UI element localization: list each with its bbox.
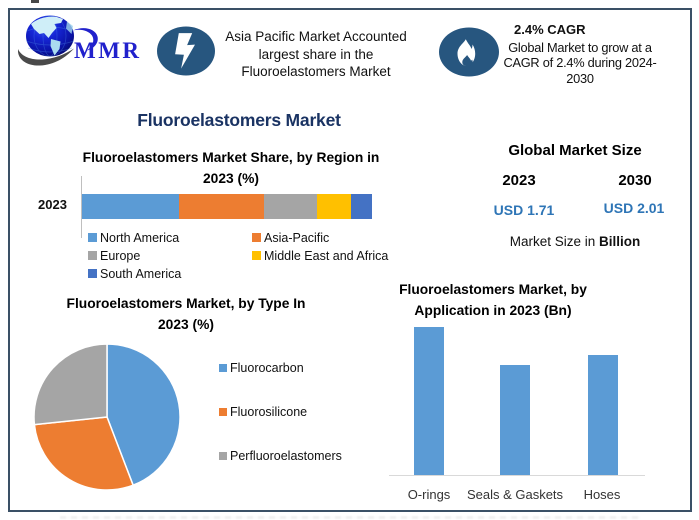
svg-text:MMR: MMR — [74, 38, 142, 63]
